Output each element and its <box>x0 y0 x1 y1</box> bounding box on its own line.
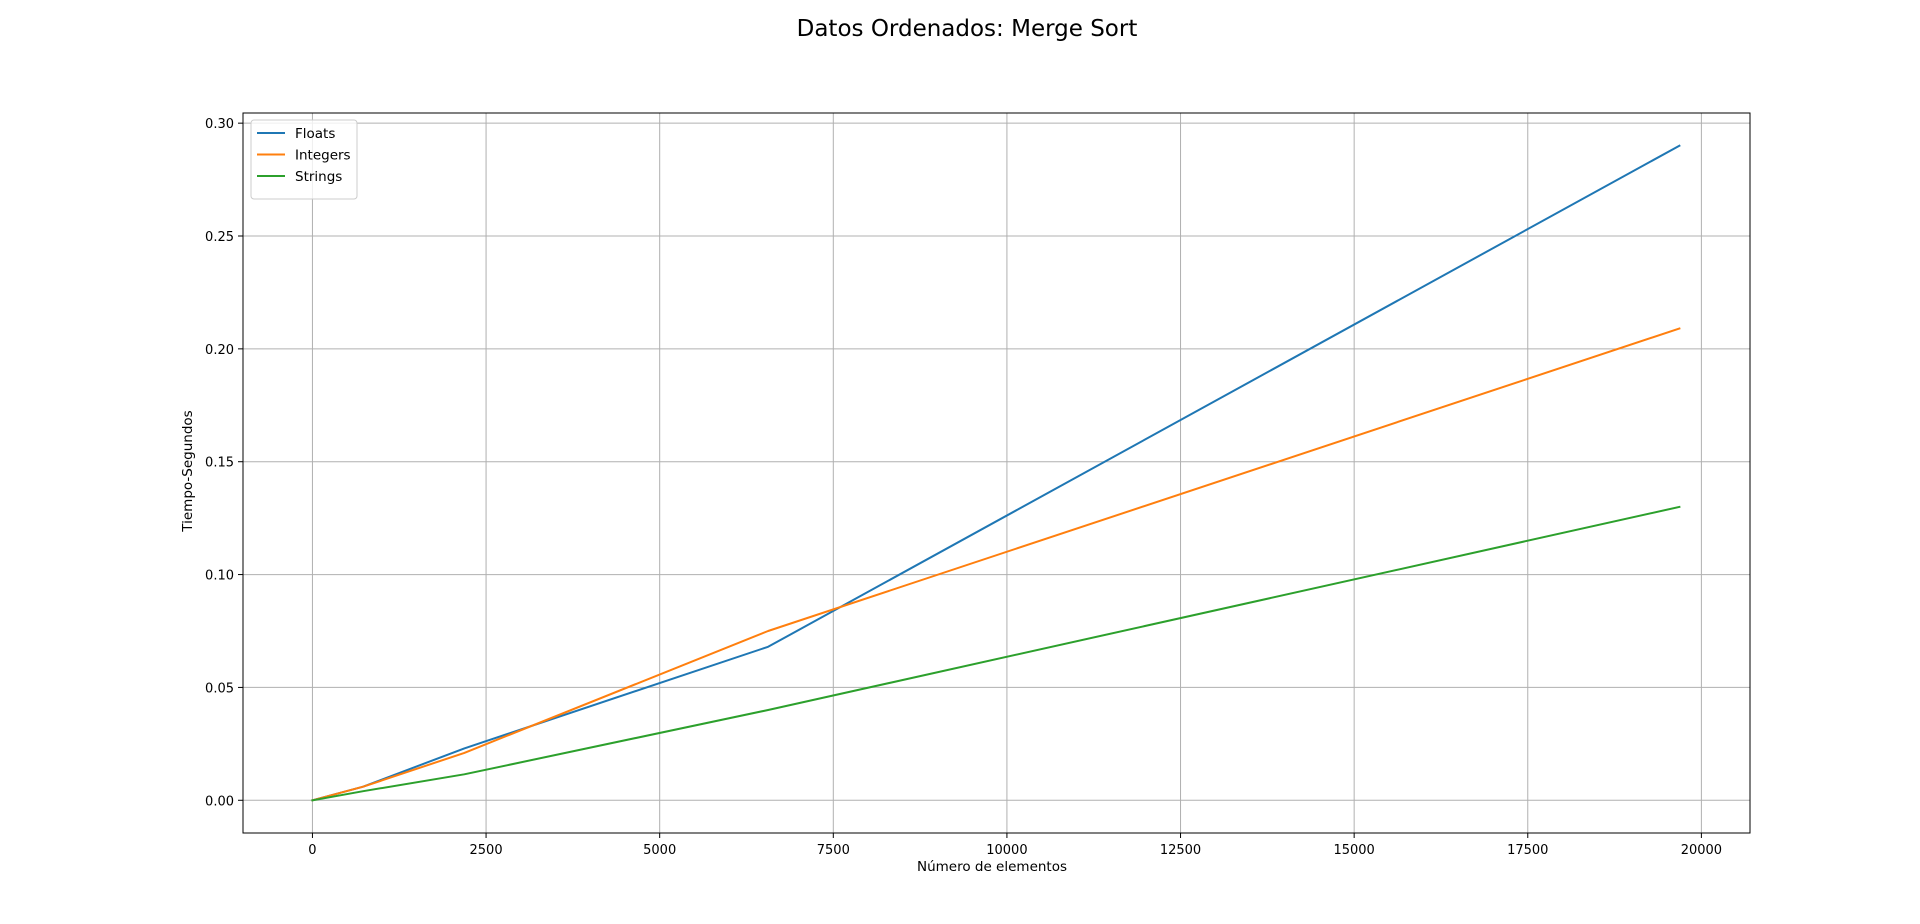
y-tick-label: 0.10 <box>205 569 234 584</box>
x-tick-label: 5000 <box>643 843 676 858</box>
x-tick-label: 0 <box>308 843 316 858</box>
legend-box <box>250 119 358 200</box>
x-tick-label: 12500 <box>1160 843 1201 858</box>
legend-label-integers: Integers <box>295 148 351 164</box>
legend-label-strings: Strings <box>295 169 342 185</box>
series-line-strings <box>311 505 1681 802</box>
x-tick-label: 7500 <box>817 843 850 858</box>
x-axis: 0 2500 5000 7500 10000 12500 15000 17500 20000 <box>308 833 1722 858</box>
y-tick-label: 0.25 <box>205 230 234 245</box>
y-tick-label: 0.05 <box>205 681 234 696</box>
x-tick-label: 20000 <box>1681 843 1722 858</box>
series-line-floats <box>311 144 1681 802</box>
x-tick-label: 15000 <box>1333 843 1374 858</box>
y-tick-label: 0.20 <box>205 343 234 358</box>
chart-title: Datos Ordenados: Merge Sort <box>797 16 1138 42</box>
x-axis-label: Número de elementos <box>917 859 1067 875</box>
series-group <box>311 144 1681 802</box>
y-axis: 0.00 0.05 0.10 0.15 0.20 0.25 0.30 <box>205 117 243 809</box>
y-tick-label: 0.15 <box>205 456 234 471</box>
plot-frame <box>242 112 1751 834</box>
y-tick-label: 0.00 <box>205 794 234 809</box>
legend-label-floats: Floats <box>295 126 335 142</box>
series-line-integers <box>311 327 1681 802</box>
grid <box>243 113 1750 833</box>
x-tick-label: 10000 <box>986 843 1027 858</box>
legend: Floats Integers Strings <box>250 119 358 200</box>
y-tick-label: 0.30 <box>205 117 234 132</box>
x-tick-label: 2500 <box>470 843 503 858</box>
x-tick-label: 17500 <box>1507 843 1548 858</box>
y-axis-label: Tiempo-Segundos <box>180 410 196 532</box>
